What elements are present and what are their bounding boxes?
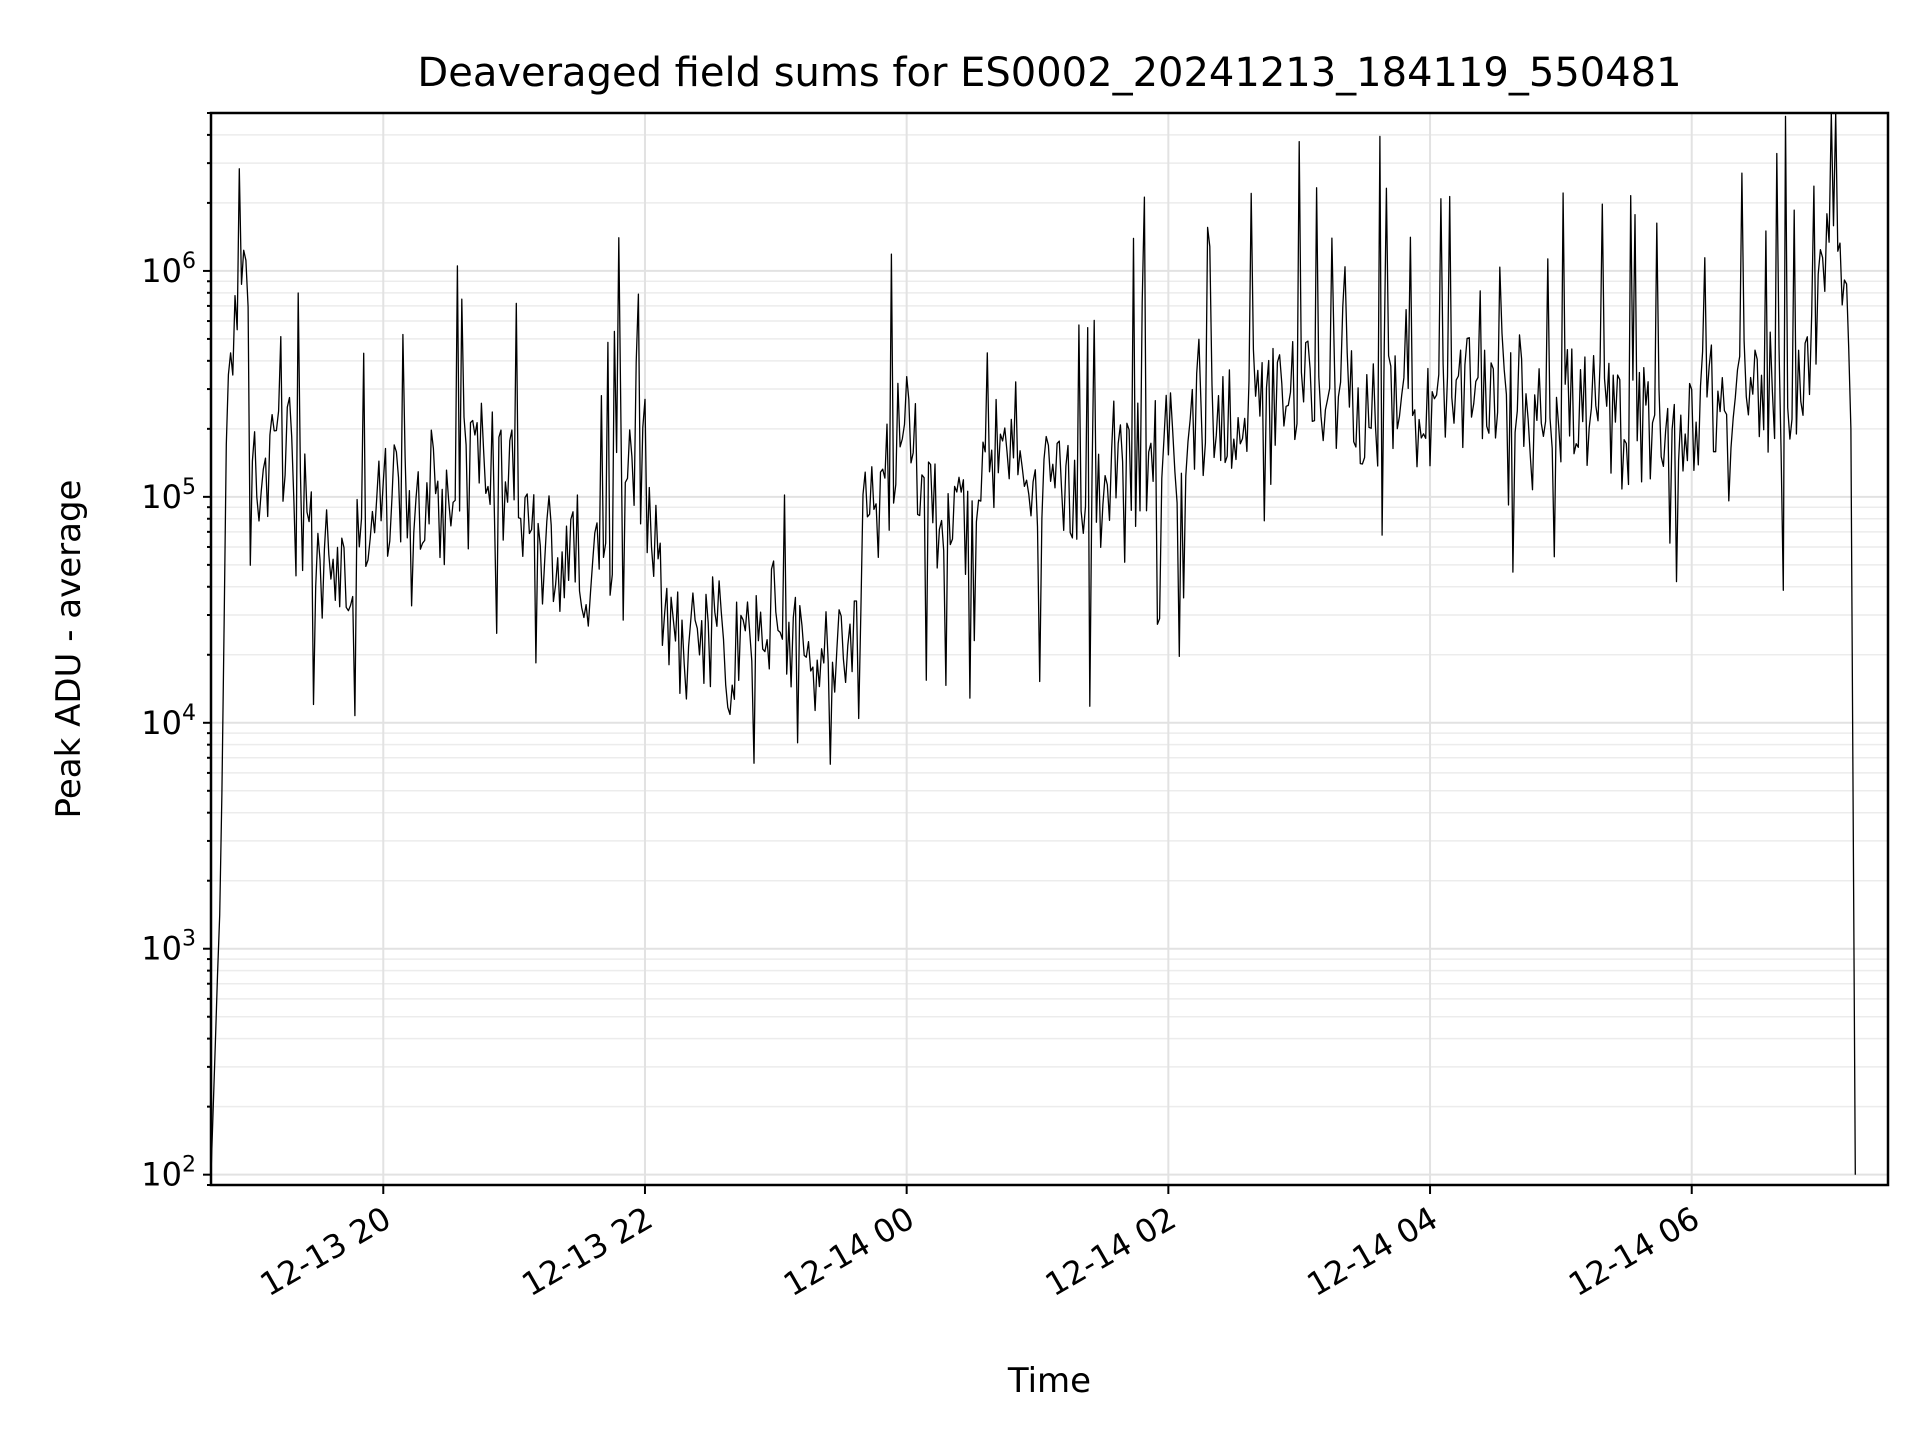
ticks: 102 103 104 105 106 12-13 20 12-13 22 12-14 00 1…	[141, 112, 1706, 1304]
y-tick-label: 106	[141, 249, 196, 290]
x-tick-label: 12-14 00	[777, 1199, 921, 1304]
plot-frame	[209, 111, 1890, 1187]
x-tick-label: 12-13 20	[254, 1199, 398, 1304]
y-tick-label: 105	[141, 475, 196, 516]
y-tick-label: 102	[141, 1153, 196, 1194]
x-tick-label: 12-14 06	[1562, 1199, 1706, 1304]
x-tick-label: 12-14 02	[1039, 1199, 1183, 1304]
x-tick-label: 12-13 22	[515, 1199, 659, 1304]
series-line	[210, 112, 1856, 1175]
x-tick-label: 12-14 04	[1300, 1199, 1444, 1304]
chart-title: Deaveraged field sums for ES0002_2024121…	[417, 50, 1681, 96]
x-axis-label: Time	[1007, 1361, 1091, 1401]
grid	[211, 112, 1888, 1186]
y-tick-label: 104	[141, 701, 196, 742]
series-layer	[210, 112, 1856, 1175]
y-axis-label: Peak ADU - average	[49, 480, 89, 819]
y-tick-label: 103	[141, 927, 196, 968]
